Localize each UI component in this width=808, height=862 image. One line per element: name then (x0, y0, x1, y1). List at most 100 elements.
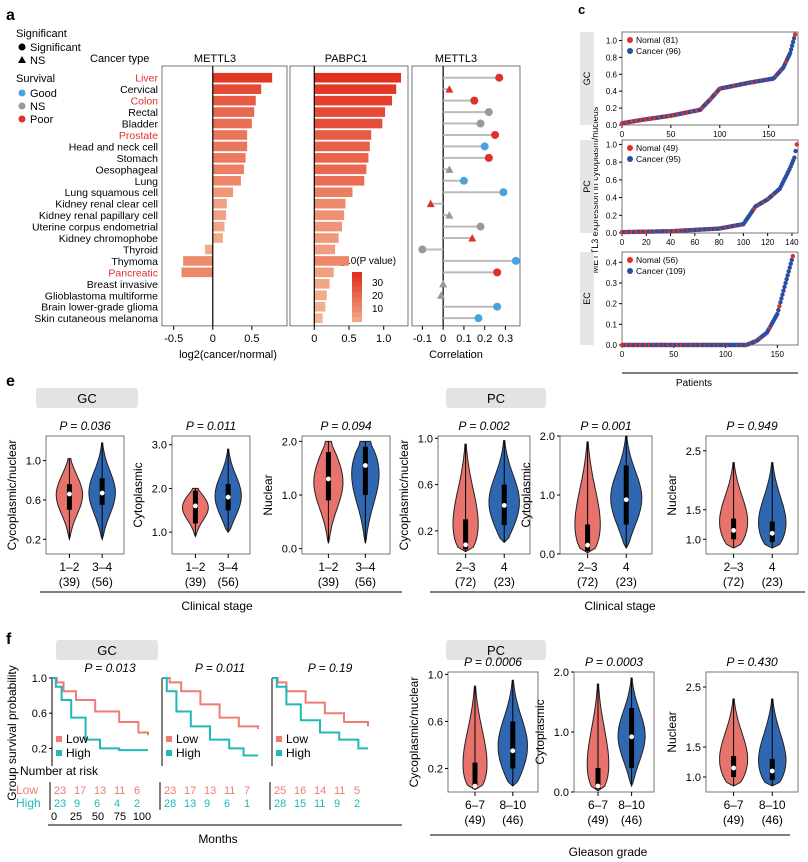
x-tick-label: 100 (719, 350, 733, 359)
ns-triangle-icon (18, 56, 26, 63)
cancer-type-label: Rectal (128, 107, 158, 119)
group-n: (72) (723, 575, 744, 589)
number-at-risk-label: Number at risk (20, 764, 99, 778)
y-tick-label: 1.0 (282, 490, 297, 502)
y-tick-label: 0.6 (32, 708, 47, 720)
y-tick-label: 1.0 (418, 433, 433, 445)
lollipop-triangle (426, 199, 435, 208)
violin-iqr-box (585, 524, 591, 552)
violin-iqr-box (463, 519, 469, 550)
violin-frame (705, 435, 799, 555)
y-tick-label: 1.5 (686, 742, 701, 754)
legend-nomal: Nomal (81) (636, 35, 678, 45)
violin-median (769, 768, 775, 774)
bar (212, 198, 227, 209)
legend-nomal: Nomal (56) (636, 255, 678, 265)
risk-count-low: 16 (294, 785, 306, 797)
cascade-side-label: GC (582, 71, 592, 85)
cancer-type-label: Cervical (120, 84, 158, 96)
y-tick-label: 2.0 (152, 483, 167, 495)
patient-point (788, 261, 793, 267)
pc-group-tab (446, 388, 546, 408)
bar (204, 244, 213, 255)
y-tick-label: 0.4 (606, 87, 618, 96)
x-tick-label: 150 (771, 350, 785, 359)
lollipop-triangle (445, 165, 454, 173)
lollipop-triangle (445, 85, 454, 93)
cascade-side-label: PC (582, 180, 592, 193)
bar (212, 72, 273, 83)
group-label: 4 (769, 560, 776, 574)
group-n: (49) (587, 813, 608, 827)
group-n: (46) (762, 813, 783, 827)
y-tick-label: 0.2 (606, 211, 618, 220)
lollipop-point (474, 314, 483, 323)
group-label: 1–2 (59, 560, 79, 574)
bar (181, 267, 213, 278)
x-tick-label: 20 (642, 238, 651, 247)
cancer-type-label: Prostate (119, 130, 158, 142)
group-label: 6–7 (588, 798, 608, 812)
x-tick-label: 100 (713, 130, 727, 139)
violin-frame (45, 435, 125, 555)
colorbar-segment (352, 297, 362, 302)
p-value: P = 0.094 (320, 419, 372, 433)
risk-count-low: 23 (164, 785, 176, 797)
risk-high-label: High (16, 796, 41, 810)
p-value: P = 0.0003 (585, 655, 643, 669)
risk-count-low: 6 (134, 785, 140, 797)
e-violin-4: P = 0.001 0.0 1.0 2.0 Cytoplasmic 2–3(72) 4(23… (519, 419, 653, 589)
legend-cancer: Cancer (109) (636, 266, 686, 276)
cascade-pc: PC 0.0 0.2 0.4 0.6 0.8 1.0 0 20 40 60 80 100 120 140 No… (580, 139, 799, 247)
lollipop-triangle (439, 279, 448, 288)
risk-count-high: 1 (244, 798, 250, 810)
violin-median (731, 765, 736, 771)
f-pc-group-title: PC (487, 643, 505, 658)
mettl3-bar-frame (161, 65, 288, 327)
cascade-frame (621, 31, 799, 126)
bar (314, 256, 349, 266)
lollipop-point (484, 108, 493, 117)
x-tick-label: 140 (785, 238, 799, 247)
km-legend-low: Low (66, 732, 88, 746)
bar (314, 210, 345, 220)
e-violin-5: P = 0.949 1.0 1.5 2.5 Nuclear 2–3(72) 4(23) (665, 419, 799, 589)
group-n: (56) (91, 575, 112, 589)
bar (314, 153, 369, 163)
km-x-tick-label: 100 (133, 811, 151, 823)
km-legend-low-icon (56, 736, 62, 742)
km-legend-high-icon (56, 750, 62, 756)
x-tick-label: 0 (620, 130, 625, 139)
lollipop-point (476, 222, 485, 231)
lollipop-triangle (437, 291, 446, 299)
group-n: (72) (577, 575, 598, 589)
violin-iqr-box (595, 768, 601, 789)
risk-count-low: 23 (54, 785, 66, 797)
km-legend-high: High (176, 746, 201, 760)
violin-ylabel: Nuclear (261, 474, 275, 515)
risk-count-low: 25 (274, 785, 286, 797)
violin-frame (705, 671, 799, 793)
colorbar-tick-30: 30 (372, 278, 384, 289)
pabpc1-bar-group: 0 0.5 1.0 (289, 65, 409, 345)
km-x-tick-label: 0 (51, 811, 57, 823)
y-tick-label: 1.0 (686, 772, 701, 784)
colorbar-title: −log10(P value) (326, 256, 396, 267)
risk-count-high: 6 (224, 798, 230, 810)
gc-group-tab (36, 388, 138, 408)
lollipop-point (493, 268, 502, 277)
violin-iqr-box (472, 762, 478, 789)
mettl3-bar-group: -0.5 0 0.5 (161, 65, 288, 345)
x-tick-label: 50 (666, 130, 675, 139)
km-low-curve (162, 677, 259, 730)
patient-point (786, 269, 791, 274)
violin-ylabel: Cycoplasmic/nuclear (407, 677, 421, 788)
bar (212, 210, 227, 220)
panel-c-ylabel: METTL3 expression in cytoplasm/nucleus (590, 106, 600, 273)
y-tick-label: 3.0 (152, 440, 167, 452)
group-label: 6–7 (465, 798, 485, 812)
group-label: 8–10 (759, 798, 786, 812)
lollipop-point (493, 302, 502, 311)
